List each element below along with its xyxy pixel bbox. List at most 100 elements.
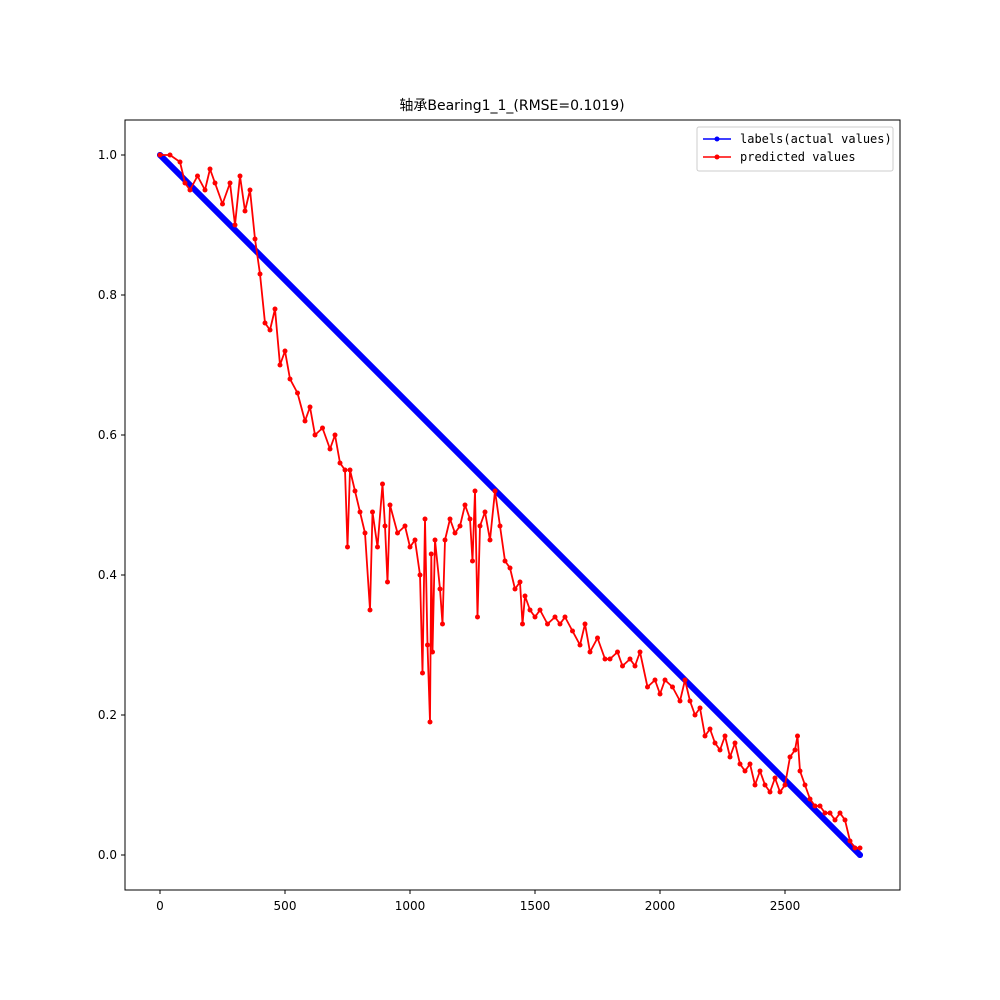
series-predicted-point xyxy=(212,180,218,186)
series-predicted-point xyxy=(702,733,708,739)
x-tick-label: 500 xyxy=(274,899,297,913)
series-predicted-point xyxy=(747,761,753,767)
series-predicted-point xyxy=(777,789,783,795)
series-predicted-point xyxy=(507,565,513,571)
series-predicted-point xyxy=(312,432,318,438)
series-predicted-point xyxy=(782,782,788,788)
series-predicted-point xyxy=(282,348,288,354)
series-predicted-point xyxy=(432,537,438,543)
series-predicted-point xyxy=(607,656,613,662)
series-predicted-point xyxy=(437,586,443,592)
series-predicted-point xyxy=(632,663,638,669)
series-predicted-point xyxy=(237,173,243,179)
series-predicted-point xyxy=(167,152,173,158)
series-predicted-point xyxy=(477,523,483,529)
y-tick-label: 0.4 xyxy=(98,568,117,582)
series-predicted-point xyxy=(375,544,380,550)
series-predicted-point xyxy=(517,579,523,585)
series-predicted-point xyxy=(857,845,863,851)
series-predicted-point xyxy=(670,684,675,690)
series-predicted-point xyxy=(442,537,448,543)
series-predicted-point xyxy=(345,544,350,550)
series-predicted-point xyxy=(557,621,563,627)
series-predicted-point xyxy=(252,236,258,242)
series-predicted-point xyxy=(582,621,588,627)
series-predicted-point xyxy=(457,523,463,529)
x-tick-label: 2000 xyxy=(645,899,676,913)
series-predicted-point xyxy=(347,467,353,473)
series-predicted-point xyxy=(615,649,620,655)
series-labels-point xyxy=(857,852,863,858)
series-predicted-point xyxy=(842,817,848,823)
series-predicted-point xyxy=(757,768,763,774)
series-predicted-point xyxy=(157,152,163,158)
series-predicted-point xyxy=(427,719,433,725)
series-predicted-point xyxy=(287,376,293,382)
axes-frame xyxy=(124,119,901,891)
series-predicted-point xyxy=(202,187,208,193)
series-predicted-point xyxy=(687,698,693,704)
plot-area xyxy=(157,152,863,858)
series-predicted-point xyxy=(645,684,650,690)
series-predicted-point xyxy=(707,726,713,732)
series-predicted-point xyxy=(602,656,608,662)
series-predicted-point xyxy=(762,782,768,788)
series-predicted-point xyxy=(232,222,238,228)
series-predicted-point xyxy=(380,481,385,487)
series-predicted-point xyxy=(752,782,758,788)
series-predicted-point xyxy=(337,460,343,466)
x-tick-label: 2500 xyxy=(770,899,801,913)
series-predicted-point xyxy=(462,502,468,508)
series-predicted-point xyxy=(307,404,313,410)
series-predicted-point xyxy=(302,418,308,424)
y-tick-label: 0.0 xyxy=(98,848,117,862)
series-predicted-point xyxy=(807,796,813,802)
series-predicted-point xyxy=(537,607,543,613)
series-predicted-point xyxy=(692,712,698,718)
series-predicted-point xyxy=(417,572,423,578)
series-predicted-point xyxy=(430,649,435,655)
series-predicted-point xyxy=(737,761,743,767)
series-predicted-point xyxy=(662,677,668,683)
series-predicted-point xyxy=(187,187,193,193)
series-predicted-point xyxy=(837,810,843,816)
series-predicted-point xyxy=(570,628,575,634)
y-tick-label: 1.0 xyxy=(98,148,117,162)
series-predicted-point xyxy=(577,642,583,648)
series-predicted-point xyxy=(382,523,388,529)
series-predicted-point xyxy=(792,747,798,753)
series-predicted-point xyxy=(242,208,248,214)
series-predicted-point xyxy=(847,838,853,844)
series-predicted-point xyxy=(470,558,475,564)
series-predicted-point xyxy=(682,677,688,683)
x-tick-label: 1500 xyxy=(520,899,551,913)
series-predicted-point xyxy=(385,579,390,585)
series-predicted-point xyxy=(425,642,430,648)
series-predicted-point xyxy=(262,320,268,326)
series-predicted-point xyxy=(475,614,480,620)
series-predicted-point xyxy=(487,537,493,543)
series-predicted-point xyxy=(562,614,568,620)
series-predicted-point xyxy=(512,586,518,592)
series-predicted-point xyxy=(482,509,488,515)
series-predicted-point xyxy=(332,432,338,438)
series-predicted-point xyxy=(277,362,283,368)
series-predicted-point xyxy=(722,733,728,739)
y-tick-label: 0.8 xyxy=(98,288,117,302)
y-tick-label: 0.6 xyxy=(98,428,117,442)
series-predicted-point xyxy=(370,509,375,515)
series-predicted-point xyxy=(502,558,508,564)
series-predicted-point xyxy=(742,768,748,774)
series-predicted-point xyxy=(452,530,458,536)
series-predicted-point xyxy=(177,159,183,165)
series-predicted-point xyxy=(447,516,453,522)
series-predicted-point xyxy=(412,537,418,543)
series-predicted-point xyxy=(767,789,773,795)
series-predicted-point xyxy=(652,677,658,683)
series-predicted-point xyxy=(520,621,525,627)
series-predicted-point xyxy=(492,488,498,494)
series-predicted-point xyxy=(552,614,558,620)
series-predicted-point xyxy=(267,327,273,333)
series-predicted-point xyxy=(342,467,348,473)
